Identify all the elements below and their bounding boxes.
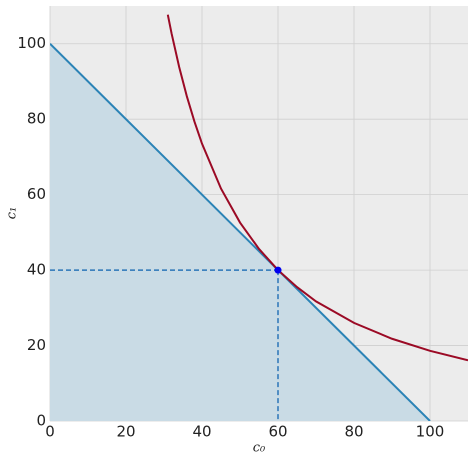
- x-tick-label: 100: [416, 423, 445, 441]
- y-tick-label: 80: [27, 110, 46, 128]
- y-tick-label: 0: [36, 412, 46, 430]
- line: [166, 14, 468, 362]
- y-tick-label: 20: [27, 336, 46, 354]
- line: [50, 43, 431, 421]
- y-axis-label: c₁: [5, 207, 20, 220]
- x-tick-label: 80: [344, 423, 363, 441]
- x-tick-label: 40: [192, 423, 211, 441]
- y-tick-label: 60: [27, 185, 46, 203]
- x-tick-label: 20: [116, 423, 135, 441]
- y-tick-label: 100: [17, 34, 46, 52]
- point: [274, 266, 282, 274]
- y-tick-label: 40: [27, 261, 46, 279]
- x-tick-label: 60: [268, 423, 287, 441]
- x-tick-label: 0: [45, 423, 55, 441]
- x-axis-label: c₀: [253, 441, 266, 456]
